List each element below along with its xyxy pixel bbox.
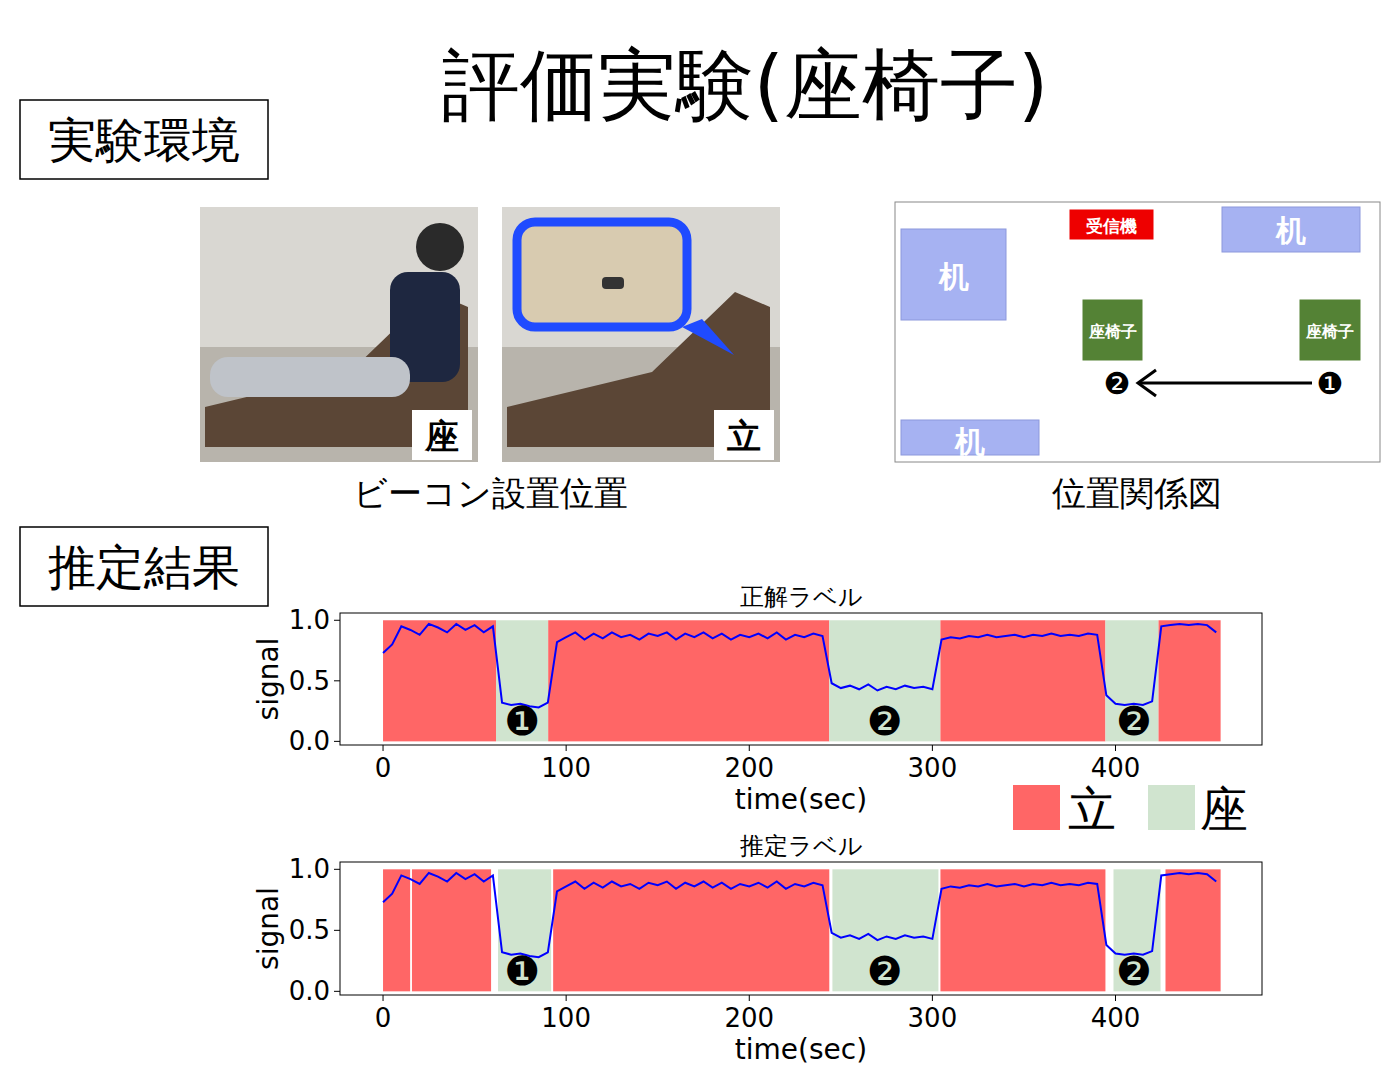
diagram-node-label: 机 — [1275, 213, 1306, 248]
diagram-frame — [895, 202, 1380, 462]
photo: 立 — [502, 207, 780, 462]
annotation: ❶ — [504, 948, 540, 994]
diagram-node-label: 机 — [938, 259, 969, 294]
legend-swatch — [1148, 785, 1195, 830]
person-head — [416, 223, 464, 271]
photos-caption: ビーコン設置位置 — [353, 473, 628, 513]
diagram-node — [1070, 210, 1153, 239]
slide: 評価実験(座椅子)実験環境推定結果座立ビーコン設置位置机受信機机座椅子座椅子机❶… — [0, 0, 1381, 1079]
y-axis-label: signal — [252, 887, 285, 970]
photo-label-box — [412, 410, 472, 460]
photo-label-box — [714, 410, 774, 460]
diagram-arrow — [1140, 382, 1312, 385]
y-tick — [334, 741, 340, 742]
x-tick — [566, 995, 567, 1001]
x-axis-label: time(sec) — [735, 1033, 867, 1066]
legend-label: 座 — [1200, 781, 1248, 837]
label-segment — [383, 869, 410, 991]
diagram-node-label: 受信機 — [1086, 216, 1137, 236]
signal-line — [383, 624, 1216, 708]
diagram-marker: ❶ — [1317, 366, 1344, 401]
label-segment — [940, 869, 1105, 991]
y-tick — [334, 991, 340, 992]
y-axis-label: signal — [252, 638, 285, 721]
label-segment — [1165, 869, 1220, 991]
person-legs — [210, 357, 410, 397]
annotation: ❶ — [504, 698, 540, 744]
annotation: ❷ — [1116, 948, 1152, 994]
beacon — [602, 277, 624, 289]
slide-title: 評価実験(座椅子) — [442, 40, 1049, 130]
zoom-bubble — [517, 222, 687, 327]
y-tick-label: 0.0 — [289, 726, 330, 756]
x-tick-label: 100 — [541, 1003, 591, 1033]
diagram-node — [901, 229, 1006, 320]
chart-title: 推定ラベル — [740, 832, 863, 860]
section-label: 推定結果 — [48, 539, 240, 595]
photo-label: 座 — [424, 416, 459, 456]
annotation: ❷ — [1116, 698, 1152, 744]
x-tick-label: 100 — [541, 753, 591, 783]
x-tick-label: 300 — [908, 753, 958, 783]
signal-line — [383, 873, 1216, 957]
diagram-arrowhead — [1138, 370, 1156, 396]
y-tick — [334, 869, 340, 870]
y-tick-label: 1.0 — [289, 605, 330, 635]
diagram-node-label: 机 — [954, 424, 985, 459]
x-tick — [566, 745, 567, 751]
y-tick-label: 0.5 — [289, 666, 330, 696]
plot-frame — [340, 613, 1262, 745]
legend-label: 立 — [1068, 781, 1116, 837]
annotation: ❷ — [867, 948, 903, 994]
section-label: 実験環境 — [48, 112, 240, 168]
x-tick-label: 400 — [1091, 1003, 1141, 1033]
annotation: ❷ — [867, 698, 903, 744]
label-segment — [412, 869, 491, 991]
label-segment — [383, 620, 496, 741]
x-tick-label: 0 — [375, 1003, 392, 1033]
photo-background — [502, 207, 780, 462]
photo-background — [200, 207, 478, 462]
diagram-node — [1083, 300, 1142, 360]
x-tick — [383, 995, 384, 1001]
x-tick — [932, 995, 933, 1001]
x-tick-label: 200 — [724, 753, 774, 783]
diagram-node-label: 座椅子 — [1305, 322, 1354, 341]
chart: 正解ラベル ❶ ❷ ❷ 0 100 200 300 400 0.0 0.5 1.0 time(sec) s… — [252, 583, 1262, 816]
diagram-marker: ❷ — [1104, 366, 1131, 401]
diagram-node — [1300, 300, 1360, 360]
y-tick — [334, 620, 340, 621]
label-segment — [940, 620, 1105, 741]
diagram-node-label: 座椅子 — [1088, 322, 1137, 341]
y-tick — [334, 930, 340, 931]
photo-label: 立 — [726, 416, 761, 456]
section-box — [20, 527, 268, 606]
chart-title: 正解ラベル — [740, 583, 863, 611]
diagram-node — [1222, 207, 1360, 252]
bubble-tail — [682, 319, 734, 355]
diagram-caption: 位置関係図 — [1052, 473, 1222, 513]
legend-swatch — [1013, 785, 1060, 830]
x-tick-label: 0 — [375, 753, 392, 783]
x-tick — [749, 995, 750, 1001]
x-tick — [932, 745, 933, 751]
photo: 座 — [200, 207, 478, 462]
y-tick-label: 0.0 — [289, 976, 330, 1006]
x-tick — [1115, 995, 1116, 1001]
x-tick — [383, 745, 384, 751]
y-tick — [334, 680, 340, 681]
x-tick — [749, 745, 750, 751]
background — [0, 0, 1381, 1079]
label-segment — [1159, 620, 1221, 741]
x-tick-label: 300 — [908, 1003, 958, 1033]
x-tick-label: 200 — [724, 1003, 774, 1033]
y-tick-label: 0.5 — [289, 915, 330, 945]
x-tick — [1115, 745, 1116, 751]
x-tick-label: 400 — [1091, 753, 1141, 783]
chart: 推定ラベル ❶ ❷ ❷ 0 100 200 300 400 0.0 0.5 1.0 time(sec) s… — [252, 832, 1262, 1066]
section-box — [20, 100, 268, 179]
plot-frame — [340, 862, 1262, 995]
y-tick-label: 1.0 — [289, 854, 330, 884]
x-axis-label: time(sec) — [735, 783, 867, 816]
